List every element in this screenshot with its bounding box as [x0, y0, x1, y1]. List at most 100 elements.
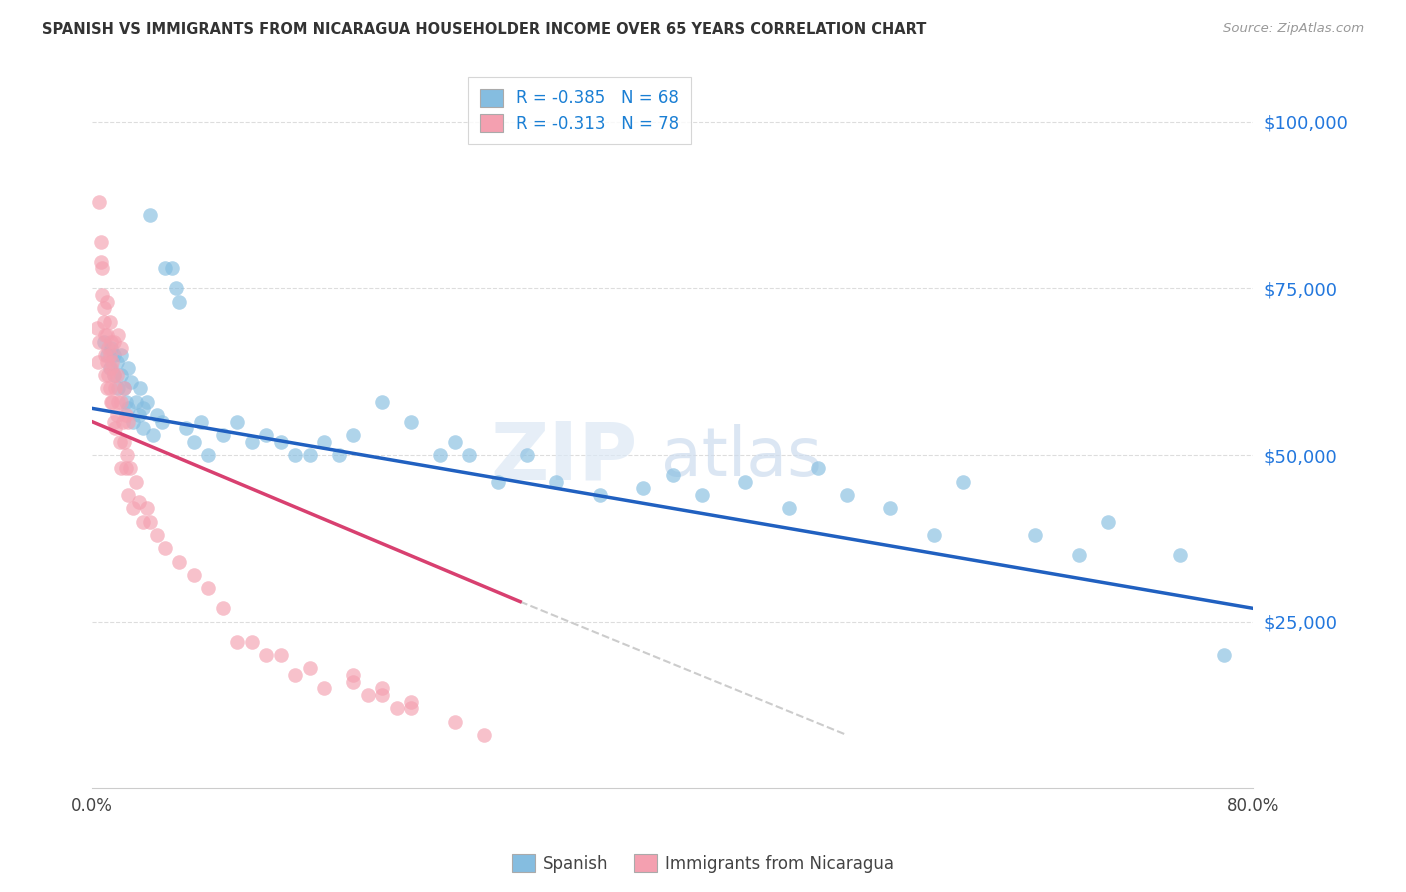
Point — [101, 394, 124, 409]
Point — [100, 342, 122, 356]
Point — [98, 361, 121, 376]
Point — [136, 501, 159, 516]
Point — [328, 448, 350, 462]
Point — [100, 394, 122, 409]
Point — [136, 394, 159, 409]
Point — [429, 448, 451, 462]
Point — [879, 501, 901, 516]
Point — [444, 434, 467, 449]
Point — [1067, 548, 1090, 562]
Point — [110, 368, 132, 382]
Point — [103, 368, 125, 382]
Point — [146, 528, 169, 542]
Point — [734, 475, 756, 489]
Point — [115, 448, 138, 462]
Text: atlas: atlas — [661, 425, 821, 491]
Point — [103, 334, 125, 349]
Point — [108, 434, 131, 449]
Legend: R = -0.385   N = 68, R = -0.313   N = 78: R = -0.385 N = 68, R = -0.313 N = 78 — [468, 77, 692, 145]
Point — [401, 415, 423, 429]
Point — [89, 334, 111, 349]
Point — [132, 515, 155, 529]
Point — [835, 488, 858, 502]
Point — [112, 381, 135, 395]
Point — [93, 315, 115, 329]
Point — [401, 695, 423, 709]
Point — [342, 428, 364, 442]
Point — [97, 368, 120, 382]
Point — [342, 674, 364, 689]
Text: Source: ZipAtlas.com: Source: ZipAtlas.com — [1223, 22, 1364, 36]
Point — [96, 381, 118, 395]
Point — [117, 415, 139, 429]
Point — [105, 408, 128, 422]
Point — [167, 555, 190, 569]
Point — [516, 448, 538, 462]
Point — [176, 421, 198, 435]
Point — [110, 342, 132, 356]
Point — [110, 394, 132, 409]
Point — [93, 334, 115, 349]
Point — [98, 315, 121, 329]
Point — [94, 348, 117, 362]
Point — [165, 281, 187, 295]
Point — [472, 728, 495, 742]
Point — [183, 568, 205, 582]
Point — [87, 355, 110, 369]
Point — [633, 481, 655, 495]
Point — [270, 648, 292, 662]
Point — [153, 541, 176, 556]
Point — [1212, 648, 1234, 662]
Point — [284, 448, 307, 462]
Point — [97, 342, 120, 356]
Text: ZIP: ZIP — [491, 418, 638, 496]
Point — [101, 355, 124, 369]
Point — [458, 448, 481, 462]
Point — [167, 294, 190, 309]
Point — [107, 381, 129, 395]
Point — [114, 408, 136, 422]
Point — [371, 394, 394, 409]
Point — [226, 634, 249, 648]
Point — [385, 701, 408, 715]
Point — [197, 448, 219, 462]
Point — [91, 288, 114, 302]
Point — [778, 501, 800, 516]
Point — [96, 294, 118, 309]
Point — [121, 501, 143, 516]
Point — [183, 434, 205, 449]
Point — [112, 434, 135, 449]
Point — [110, 348, 132, 362]
Point — [132, 401, 155, 416]
Point — [104, 381, 127, 395]
Point — [314, 434, 336, 449]
Point — [111, 415, 134, 429]
Point — [91, 261, 114, 276]
Point — [117, 488, 139, 502]
Point — [357, 688, 380, 702]
Point — [105, 355, 128, 369]
Point — [226, 415, 249, 429]
Point — [139, 208, 162, 222]
Point — [211, 428, 233, 442]
Point — [125, 394, 148, 409]
Point — [197, 582, 219, 596]
Point — [132, 421, 155, 435]
Point — [121, 415, 143, 429]
Point — [1097, 515, 1119, 529]
Point — [98, 348, 121, 362]
Point — [94, 368, 117, 382]
Point — [211, 601, 233, 615]
Point — [342, 668, 364, 682]
Point — [86, 321, 108, 335]
Point — [112, 381, 135, 395]
Point — [444, 714, 467, 729]
Point — [110, 461, 132, 475]
Point — [371, 681, 394, 696]
Point — [96, 328, 118, 343]
Point — [270, 434, 292, 449]
Point — [120, 375, 142, 389]
Point — [98, 381, 121, 395]
Point — [486, 475, 509, 489]
Point — [146, 408, 169, 422]
